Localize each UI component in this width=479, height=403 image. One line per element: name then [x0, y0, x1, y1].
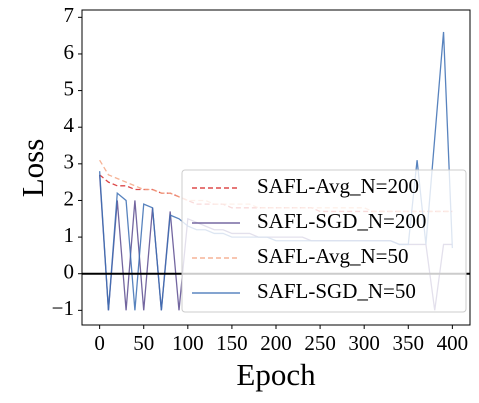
- x-tick-label: 350: [393, 331, 425, 355]
- x-tick-label: 50: [133, 331, 154, 355]
- y-tick-label: 0: [64, 260, 75, 284]
- legend-box: [181, 169, 467, 313]
- legend-label: SAFL-Avg_N=200: [257, 174, 419, 198]
- y-tick-label: 1: [64, 223, 75, 247]
- y-tick-label: 5: [64, 76, 75, 100]
- legend-label: SAFL-Avg_N=50: [257, 244, 408, 268]
- y-tick-label: 4: [64, 113, 75, 137]
- legend-label: SAFL-SGD_N=50: [257, 279, 416, 303]
- x-tick-label: 0: [94, 331, 105, 355]
- y-tick-label: 7: [64, 3, 75, 27]
- x-tick-label: 200: [260, 331, 292, 355]
- y-tick-label: 3: [64, 150, 75, 174]
- plot-frame: [81, 9, 471, 326]
- legend-label: SAFL-SGD_N=200: [257, 209, 426, 233]
- y-tick-label: 2: [64, 186, 75, 210]
- x-tick-label: 300: [348, 331, 380, 355]
- y-tick-label: −1: [52, 296, 74, 320]
- x-axis-label: Epoch: [236, 357, 316, 392]
- x-tick-label: 100: [172, 331, 204, 355]
- legend: SAFL-Avg_N=200 SAFL-SGD_N=200 SAFL-Avg_N=5…: [181, 169, 467, 313]
- y-tick-label: 6: [64, 40, 75, 64]
- x-tick-label: 150: [216, 331, 248, 355]
- x-tick-label: 250: [304, 331, 336, 355]
- x-tick-label: 400: [437, 331, 469, 355]
- y-axis-label: Loss: [15, 139, 50, 198]
